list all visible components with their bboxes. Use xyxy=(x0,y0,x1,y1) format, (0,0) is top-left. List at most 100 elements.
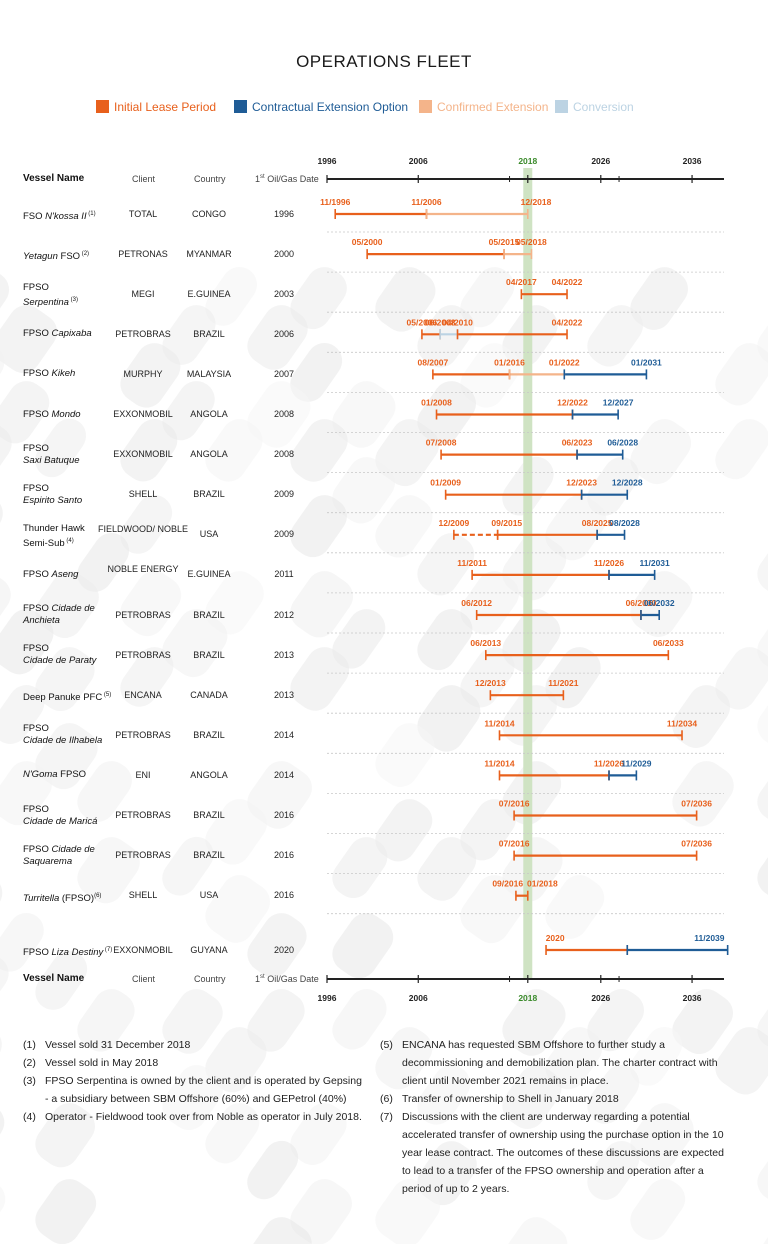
background-capsule xyxy=(0,912,44,972)
footnote-number: (4) xyxy=(23,1111,36,1123)
date-label: 11/2026 xyxy=(594,558,625,568)
vessel-country: MYANMAR xyxy=(186,248,232,259)
background-capsule xyxy=(332,381,396,448)
date-label: 07/2036 xyxy=(681,799,712,809)
background-capsule xyxy=(0,761,52,826)
background-capsule xyxy=(460,875,526,944)
vessel-client: EXXONMOBIL xyxy=(113,449,173,460)
date-label: 04/2010 xyxy=(442,317,473,327)
date-label: 12/2009 xyxy=(438,518,469,528)
background-capsule xyxy=(35,647,95,712)
background-capsule xyxy=(35,723,98,790)
vessel-date: 2016 xyxy=(273,810,295,820)
background-capsule xyxy=(162,836,214,896)
background-capsule xyxy=(247,1140,299,1200)
background-capsule xyxy=(630,1179,686,1240)
footer-header-first-oil-date: 1st Oil/Gas Date xyxy=(255,974,319,984)
vessel-client: PETROBRAS xyxy=(115,649,171,660)
vessel-client: PETROBRAS xyxy=(115,328,171,339)
date-label: 12/2013 xyxy=(475,678,506,688)
date-label: 05/2015 xyxy=(489,237,520,247)
date-label: 06/2028 xyxy=(607,438,638,448)
background-capsule xyxy=(375,495,433,558)
vessel-name: FPSO Serpentina (3) xyxy=(23,282,78,309)
vessel-client: ENCANA xyxy=(124,689,162,700)
background-capsule xyxy=(35,571,99,639)
background-capsule xyxy=(247,913,307,978)
background-capsule xyxy=(332,457,396,524)
background-capsule xyxy=(417,305,475,368)
date-label: 11/2021 xyxy=(548,678,579,688)
footnote-text: FPSO Serpentina is owned by the client a… xyxy=(45,1075,362,1105)
date-label: 11/2039 xyxy=(694,933,725,943)
footnote-number: (5) xyxy=(380,1039,393,1051)
vessel-country: GUYANA xyxy=(190,944,228,955)
background-capsule xyxy=(205,1027,267,1093)
vessel-name: FPSO Aseng xyxy=(23,568,79,580)
date-label: 12/2022 xyxy=(557,398,588,408)
vessel-date: 2016 xyxy=(273,850,295,861)
vessel-date: 2009 xyxy=(273,489,295,500)
vessel-name: FPSO Cidade de Saquarema xyxy=(23,843,95,867)
date-label: 12/2027 xyxy=(603,398,634,408)
date-label: 06/2008 xyxy=(425,317,456,327)
date-label: 04/2022 xyxy=(552,277,583,287)
vessel-date: 2008 xyxy=(273,449,295,460)
background-capsule xyxy=(162,381,215,441)
footnote: (7) Discussions with the client are under… xyxy=(380,1108,725,1198)
background-capsule xyxy=(672,761,734,827)
background-capsule xyxy=(290,419,348,482)
fleet-gantt-chart: 1996 2006 2018 2026 2036 1996 2006 2018 2026 2036… xyxy=(318,156,729,1003)
background-capsule xyxy=(460,799,516,861)
vessel-country: BRAZIL xyxy=(193,328,225,339)
vessel-client: PETROBRAS xyxy=(115,810,171,820)
vessel-name: FPSO Mondo xyxy=(23,408,81,420)
axis-tick-label-top: 1996 xyxy=(318,156,337,166)
vessel-date: 2012 xyxy=(273,609,295,620)
background-capsule xyxy=(247,761,312,829)
date-label: 01/2016 xyxy=(494,357,525,367)
vessel-name: Deep Panuke PFC (5) xyxy=(23,692,112,704)
vessel-name: FPSO Kikeh xyxy=(23,368,76,380)
vessel-date: 2006 xyxy=(273,328,295,339)
vessel-country: MALAYSIA xyxy=(186,368,232,379)
legend-label-option: Contractual Extension Option xyxy=(252,100,409,114)
background-capsule xyxy=(630,419,692,485)
vessel-name: FPSO Liza Destiny (7) xyxy=(23,947,113,959)
background-capsule xyxy=(35,1179,97,1244)
background-capsule xyxy=(120,571,182,637)
footnote-text: ENCANA has requested SBM Offshore to fur… xyxy=(402,1039,718,1087)
legend-swatch-option xyxy=(234,100,247,113)
background-capsule xyxy=(205,1103,260,1164)
footnotes-right: (5) ENCANA has requested SBM Offshore to… xyxy=(380,1036,725,1198)
date-label: 08/2028 xyxy=(609,518,640,528)
footnote-text: Vessel sold 31 December 2018 xyxy=(45,1039,191,1051)
background-capsule xyxy=(35,1103,95,1168)
date-label: 09/2016 xyxy=(492,879,523,889)
date-label: 04/2017 xyxy=(506,277,537,287)
vessel-country: BRAZIL xyxy=(193,810,225,820)
date-label: 05/2000 xyxy=(352,237,383,247)
vessel-country: BRAZIL xyxy=(193,609,225,620)
footer-header-client: Client xyxy=(132,974,156,984)
background-capsule xyxy=(375,267,436,332)
axis-tick-label-top: 2036 xyxy=(683,156,702,166)
date-label: 11/2031 xyxy=(640,558,671,568)
vessel-name: Turritella (FPSO)(6) xyxy=(23,892,102,904)
background-capsule xyxy=(0,685,45,744)
legend-label-initial: Initial Lease Period xyxy=(114,100,217,114)
background-capsule xyxy=(162,989,223,1054)
background-capsule xyxy=(247,989,305,1052)
legend-label-confirmed: Confirmed Extension xyxy=(437,100,549,114)
background-capsule xyxy=(375,723,435,787)
axis-tick-label-bottom: 1996 xyxy=(318,993,337,1003)
vessel-country: BRAZIL xyxy=(193,850,225,861)
background-capsule xyxy=(715,419,768,480)
background-capsule xyxy=(120,419,178,482)
vessel-client: SHELL xyxy=(128,489,158,500)
legend-swatch-confirmed xyxy=(419,100,432,113)
vessel-client: PETROBRAS xyxy=(115,609,171,620)
date-label: 12/2018 xyxy=(521,197,552,207)
background-capsule xyxy=(247,1217,312,1244)
vessel-client: PETROBRAS xyxy=(115,729,171,740)
